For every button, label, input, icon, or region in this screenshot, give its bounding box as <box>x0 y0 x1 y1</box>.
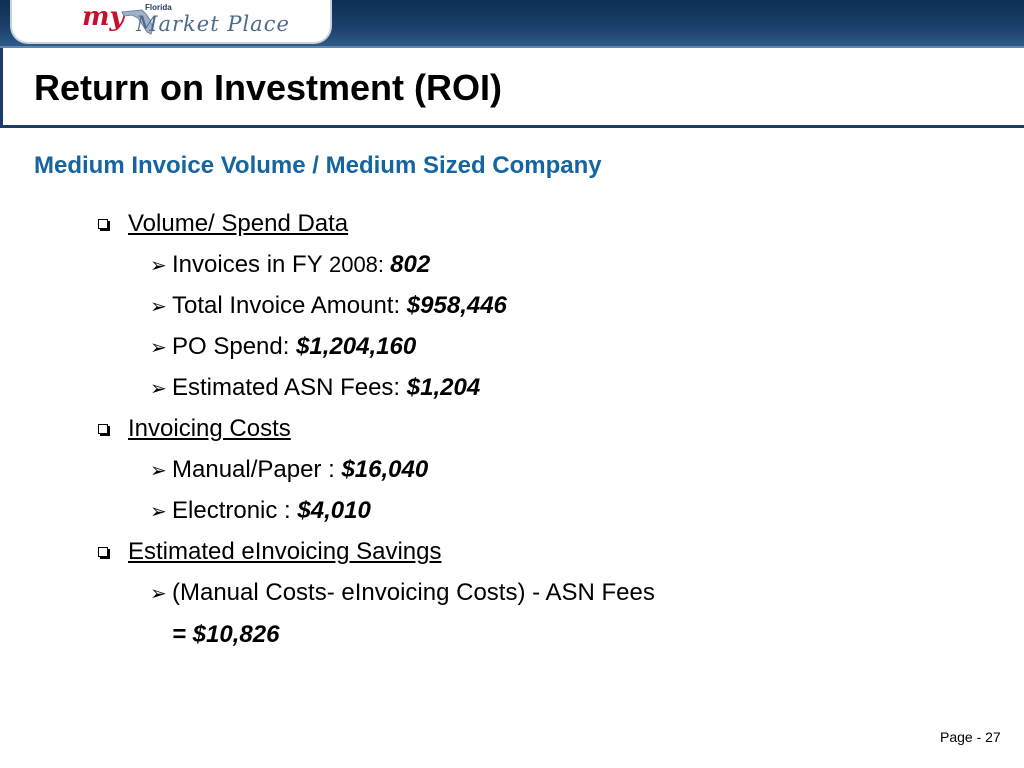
header-divider <box>0 46 1024 48</box>
asn-fees-value: $1,204 <box>406 374 481 401</box>
logo: my Florida Market Place <box>10 0 332 44</box>
list-item: ➢ Manual/Paper : $16,040 <box>150 455 428 486</box>
florida-state-icon <box>121 9 154 35</box>
arrow-bullet-icon: ➢ <box>150 583 167 605</box>
list-item: ➢ Estimated ASN Fees: $1,204 <box>150 373 480 404</box>
savings-result: = $10,826 <box>172 621 280 648</box>
section-heading-savings: Estimated eInvoicing Savings <box>128 538 442 565</box>
page-number: Page - 27 <box>940 729 1001 745</box>
list-item: ➢ Electronic : $4,010 <box>150 496 371 527</box>
manual-cost-value: $16,040 <box>341 456 429 483</box>
invoice-count-value: 802 <box>390 251 431 278</box>
logo-florida-text: Florida <box>145 3 172 12</box>
square-bullet-icon <box>98 219 108 229</box>
total-invoice-value: $958,446 <box>406 292 507 319</box>
square-bullet-icon <box>98 424 108 434</box>
square-bullet-icon <box>98 547 108 557</box>
slide-subtitle: Medium Invoice Volume / Medium Sized Com… <box>34 152 602 179</box>
logo-market-place-text: Market Place <box>136 12 290 36</box>
arrow-bullet-icon: ➢ <box>150 337 167 359</box>
arrow-bullet-icon: ➢ <box>150 378 167 400</box>
logo-my-text: my <box>82 2 125 32</box>
arrow-bullet-icon: ➢ <box>150 255 167 277</box>
arrow-bullet-icon: ➢ <box>150 460 167 482</box>
section-heading-volume: Volume/ Spend Data <box>128 210 349 237</box>
po-spend-value: $1,204,160 <box>296 333 417 360</box>
section-heading-invoicing-costs: Invoicing Costs <box>128 415 291 442</box>
electronic-cost-value: $4,010 <box>297 497 371 524</box>
arrow-bullet-icon: ➢ <box>150 501 167 523</box>
slide-title: Return on Investment (ROI) <box>34 67 503 108</box>
list-item: ➢ PO Spend: $1,204,160 <box>150 332 416 363</box>
list-item: ➢ Total Invoice Amount: $958,446 <box>150 291 507 322</box>
list-item: ➢ (Manual Costs- eInvoicing Costs) - ASN … <box>150 578 655 609</box>
arrow-bullet-icon: ➢ <box>150 296 167 318</box>
title-frame <box>0 48 1024 128</box>
list-item: ➢ Invoices in FY 2008: 802 <box>150 250 430 281</box>
